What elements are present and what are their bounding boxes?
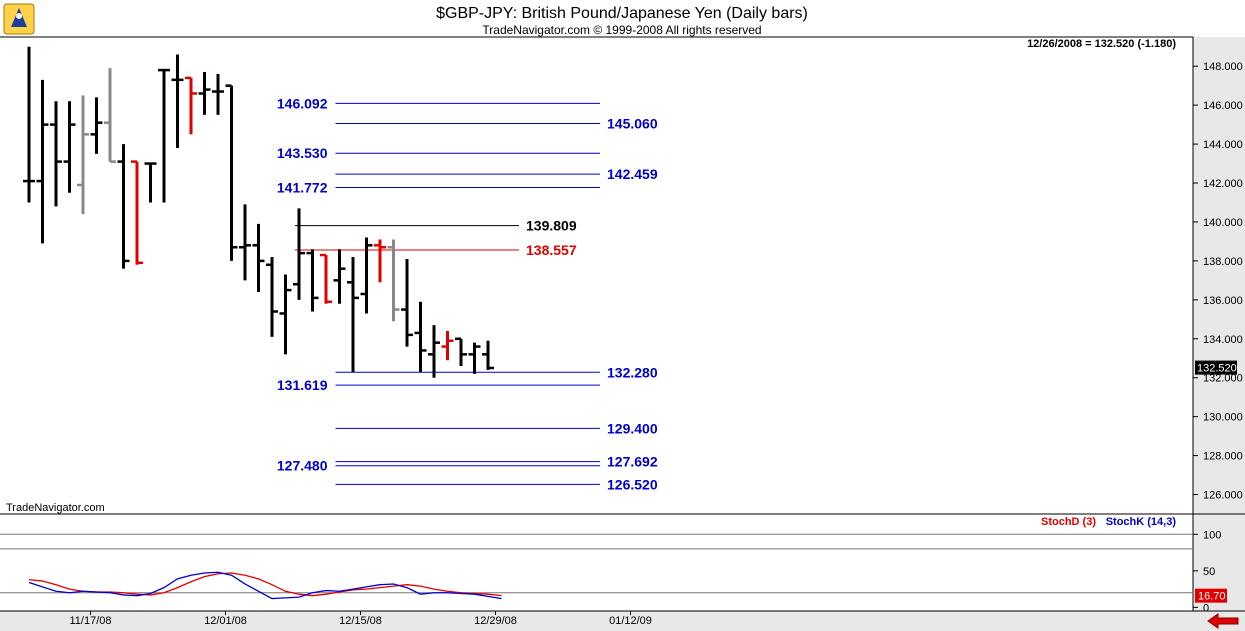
price-axis: 126.000 128.000 130.000 132.000 134.000 136.0… — [1193, 61, 1243, 502]
ohlc-bar — [360, 237, 373, 314]
level-label: 127.480 — [277, 458, 328, 474]
ohlc-bar — [131, 160, 143, 265]
ohlc-bar — [306, 249, 319, 312]
price-tick-label: 144.000 — [1203, 139, 1243, 151]
ohlc-bar — [23, 46, 35, 203]
ohlc-bar — [414, 301, 427, 372]
ohlc-bar — [279, 274, 292, 355]
last-price-box — [1195, 360, 1237, 375]
level-label: 142.459 — [607, 166, 658, 182]
price-tick-label: 136.000 — [1203, 295, 1243, 307]
ohlc-bar — [441, 330, 454, 361]
price-tick-label: 142.000 — [1203, 178, 1243, 190]
level-label: 131.619 — [277, 377, 328, 393]
ohlc-bar — [468, 342, 481, 374]
price-tick-label: 146.000 — [1203, 100, 1243, 112]
ohlc-bar — [36, 79, 49, 244]
level-label: 129.400 — [607, 420, 658, 436]
ohlc-bar — [333, 249, 346, 304]
ohlc-bar — [77, 95, 89, 215]
ohlc-bar — [266, 257, 278, 337]
level-label: 146.092 — [277, 95, 328, 111]
ohlc-bar — [252, 223, 265, 293]
ohlc-bar — [455, 337, 467, 367]
price-bars — [23, 46, 494, 378]
ohlc-bar — [212, 73, 224, 115]
ohlc-bar — [225, 84, 238, 261]
quote-readout: 12/26/2008 = 132.520 (-1.180) — [1027, 38, 1176, 50]
date-axis-panel — [0, 611, 1245, 631]
level-label: 143.530 — [277, 145, 328, 161]
date-tick-label: 12/29/08 — [474, 615, 517, 627]
level-label: 139.809 — [526, 218, 577, 234]
chart-title: $GBP-JPY: British Pound/Japanese Yen (Da… — [436, 5, 808, 22]
ohlc-bar — [104, 68, 116, 163]
date-tick-label: 11/17/08 — [69, 615, 111, 627]
price-tick-label: 128.000 — [1203, 451, 1243, 463]
ohlc-bar — [347, 257, 359, 372]
stoch-axis: 0 50 100 16.70 — [0, 529, 1227, 614]
price-axis-panel — [1193, 37, 1245, 631]
level-label: 138.557 — [526, 242, 577, 258]
ohlc-bar — [171, 54, 184, 148]
ohlc-bar — [482, 340, 494, 370]
ohlc-bar — [387, 239, 400, 322]
ohlc-bar — [198, 72, 211, 115]
stoch-last-label: 16.70 — [1198, 591, 1226, 603]
stochastic-lines — [28, 571, 502, 600]
last-price-label: 132.520 — [1197, 363, 1237, 375]
ohlc-bar — [50, 101, 62, 207]
scroll-left-icon[interactable] — [1207, 613, 1239, 629]
stoch-tick-label: 100 — [1203, 529, 1221, 541]
legend-stochd: StochD (3) — [1041, 516, 1096, 528]
watermark: TradeNavigator.com — [6, 502, 105, 514]
date-tick-label: 12/15/08 — [339, 615, 382, 627]
price-tick-label: 132.000 — [1203, 373, 1243, 385]
ohlc-bar — [428, 325, 440, 378]
ohlc-bar — [158, 68, 170, 203]
date-tick-label: 01/12/09 — [609, 615, 652, 627]
level-label: 126.520 — [607, 476, 658, 492]
ohlc-bar — [293, 208, 305, 300]
stoch-tick-label: 0 — [1203, 602, 1209, 614]
price-tick-label: 138.000 — [1203, 256, 1243, 268]
date-tick-label: 12/01/08 — [204, 615, 247, 627]
chart-subtitle: TradeNavigator.com © 1999-2008 All right… — [482, 23, 761, 37]
price-tick-label: 140.000 — [1203, 217, 1243, 229]
stoch-tick-label: 50 — [1203, 566, 1215, 578]
stoch-last-box — [1195, 588, 1227, 603]
ohlc-bar — [239, 204, 251, 281]
ohlc-bar — [144, 162, 157, 203]
level-label: 127.692 — [607, 454, 658, 470]
ohlc-bar — [117, 144, 130, 269]
ohlc-bar — [90, 97, 103, 154]
ohlc-bar — [185, 76, 197, 135]
price-tick-label: 148.000 — [1203, 61, 1243, 73]
level-label: 145.060 — [607, 115, 658, 131]
ohlc-bar — [63, 101, 76, 193]
level-label: 141.772 — [277, 179, 328, 195]
price-tick-label: 126.000 — [1203, 490, 1243, 502]
level-label: 132.280 — [607, 364, 658, 380]
date-axis: 11/17/08 12/01/08 12/15/08 12/29/08 01/12/09 — [69, 611, 652, 627]
logo-icon — [3, 3, 35, 35]
legend-stochk: StochK (14,3) — [1106, 516, 1177, 528]
ohlc-bar — [320, 253, 332, 304]
price-tick-label: 130.000 — [1203, 412, 1243, 424]
level-lines: 146.092 145.060 143.530 142.459 141.772 139.8… — [277, 95, 658, 492]
ohlc-bar — [374, 239, 386, 283]
price-tick-label: 134.000 — [1203, 334, 1243, 346]
stoch-series-line — [28, 571, 502, 600]
ohlc-bar — [401, 258, 413, 347]
